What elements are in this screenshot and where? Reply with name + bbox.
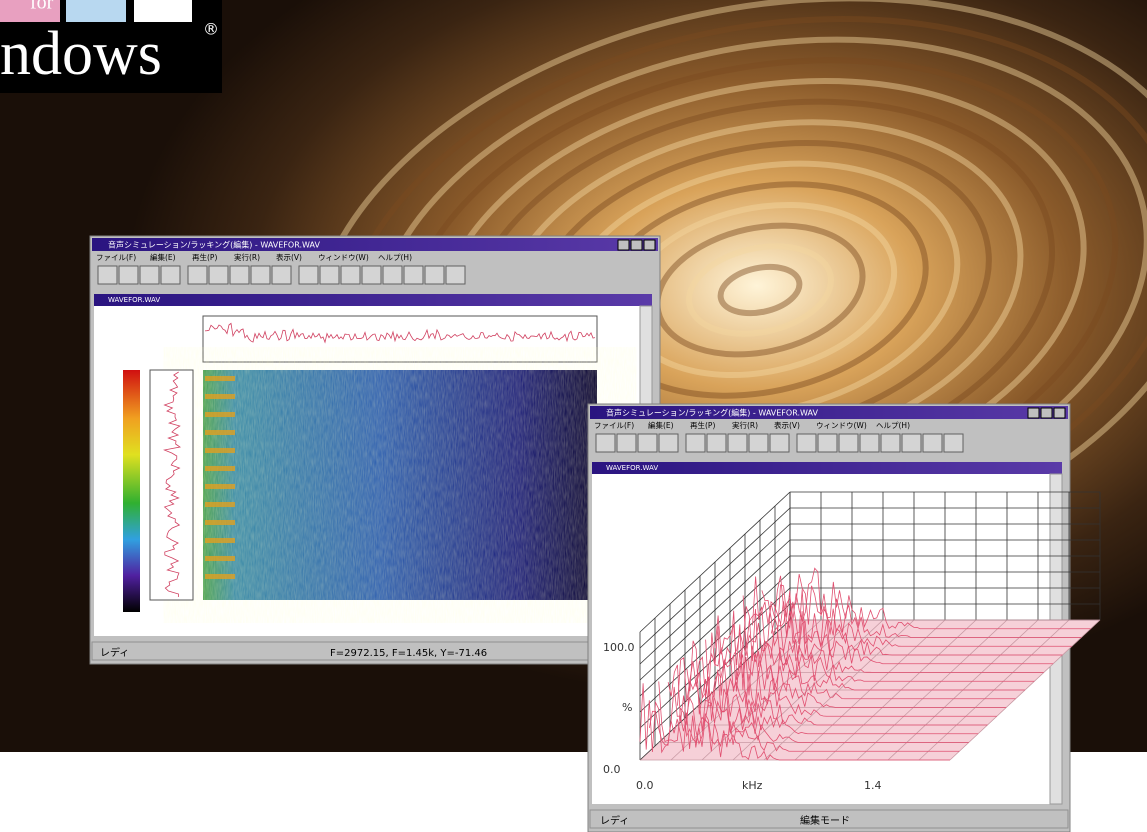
spectrogram-band [205,538,235,543]
window-button[interactable] [644,240,655,250]
toolbar-button[interactable] [209,266,228,284]
toolbar-button[interactable] [140,266,159,284]
toolbar-button[interactable] [596,434,615,452]
toolbar-button[interactable] [860,434,879,452]
window-title: 音声シミュレーション/ラッキング(編集) - WAVEFOR.WAV [108,240,320,250]
toolbar-button[interactable] [362,266,381,284]
window-button[interactable] [618,240,629,250]
menu-item[interactable]: ウィンドウ(W) [816,421,867,430]
toolbar-button[interactable] [749,434,768,452]
menu-item[interactable]: 再生(P) [192,252,217,262]
toolbar-button[interactable] [617,434,636,452]
menu-item[interactable]: 表示(V) [774,420,800,430]
toolbar-button[interactable] [728,434,747,452]
toolbar-button[interactable] [944,434,963,452]
status-text: レディ [100,646,129,659]
menu-item[interactable]: 編集(E) [648,420,674,430]
toolbar-button[interactable] [320,266,339,284]
toolbar-button[interactable] [404,266,423,284]
menu-item[interactable]: ヘルプ(H) [378,253,412,262]
spectrogram-noise [203,370,597,600]
status-text: F=2972.15, F=1.45k, Y=-71.46 [330,648,487,659]
window-1: 音声シミュレーション/ラッキング(編集) - WAVEFOR.WAV ファイル(F… [90,236,660,664]
logo-square [66,0,126,22]
toolbar-button[interactable] [638,434,657,452]
toolbar-button[interactable] [383,266,402,284]
spectrogram-band [205,394,235,399]
menu-item[interactable]: 編集(E) [150,252,176,262]
side-wave-box [150,370,193,600]
toolbar-button[interactable] [161,266,180,284]
spectrogram-band [205,430,235,435]
logo-text: ndows [0,20,162,88]
spectrogram-band [205,520,235,525]
axis-label: kHz [742,779,763,792]
window-button[interactable] [1041,408,1052,418]
color-bar [123,370,140,612]
axis-label: 100.0 [603,641,635,654]
spectrogram-band [205,556,235,561]
menu-item[interactable]: 再生(P) [690,420,715,430]
toolbar-button[interactable] [251,266,270,284]
spectrogram-band [205,484,235,489]
status-text: 編集モード [800,814,850,827]
spectrogram-band [205,376,235,381]
axis-label: 0.0 [603,763,621,776]
toolbar-button[interactable] [446,266,465,284]
waveform-box [203,316,597,362]
window-button[interactable] [1054,408,1065,418]
toolbar-button[interactable] [119,266,138,284]
logo: for ndows ® [0,0,222,93]
menu-item[interactable]: 表示(V) [276,252,302,262]
menu-item[interactable]: 実行(R) [234,252,260,262]
toolbar-button[interactable] [797,434,816,452]
toolbar-button[interactable] [230,266,249,284]
spectrogram-band [205,412,235,417]
menu-item[interactable]: ファイル(F) [96,253,136,262]
menu-item[interactable]: ウィンドウ(W) [318,253,369,262]
spectrogram-band [205,448,235,453]
toolbar-button[interactable] [923,434,942,452]
child-title: WAVEFOR.WAV [108,296,160,304]
window-button[interactable] [631,240,642,250]
axis-label: 1.4 [864,779,882,792]
logo-mark: ® [203,20,219,39]
menu-item[interactable]: 実行(R) [732,420,758,430]
menu-item[interactable]: ヘルプ(H) [876,421,910,430]
child-title-bar [592,462,1062,474]
spectrogram-band [205,502,235,507]
logo-square [134,0,192,22]
spectrogram-band [205,574,235,579]
window-2: 音声シミュレーション/ラッキング(編集) - WAVEFOR.WAV ファイル(F… [588,404,1100,832]
spectrogram-band [205,466,235,471]
toolbar-button[interactable] [902,434,921,452]
toolbar-button[interactable] [839,434,858,452]
logo-for: for [30,0,54,14]
toolbar-button[interactable] [188,266,207,284]
toolbar-button[interactable] [272,266,291,284]
window-button[interactable] [1028,408,1039,418]
menu-item[interactable]: ファイル(F) [594,421,634,430]
toolbar-button[interactable] [686,434,705,452]
toolbar-button[interactable] [818,434,837,452]
toolbar-button[interactable] [425,266,444,284]
toolbar-button[interactable] [98,266,117,284]
axis-label: % [622,701,632,714]
toolbar-button[interactable] [770,434,789,452]
toolbar-button[interactable] [881,434,900,452]
child-title-bar [94,294,652,306]
toolbar-button[interactable] [341,266,360,284]
axis-label: 0.0 [636,779,654,792]
toolbar-button[interactable] [659,434,678,452]
toolbar-button[interactable] [707,434,726,452]
window-title: 音声シミュレーション/ラッキング(編集) - WAVEFOR.WAV [606,408,818,418]
toolbar-button[interactable] [299,266,318,284]
child-title: WAVEFOR.WAV [606,464,658,472]
status-text: レディ [600,814,629,827]
